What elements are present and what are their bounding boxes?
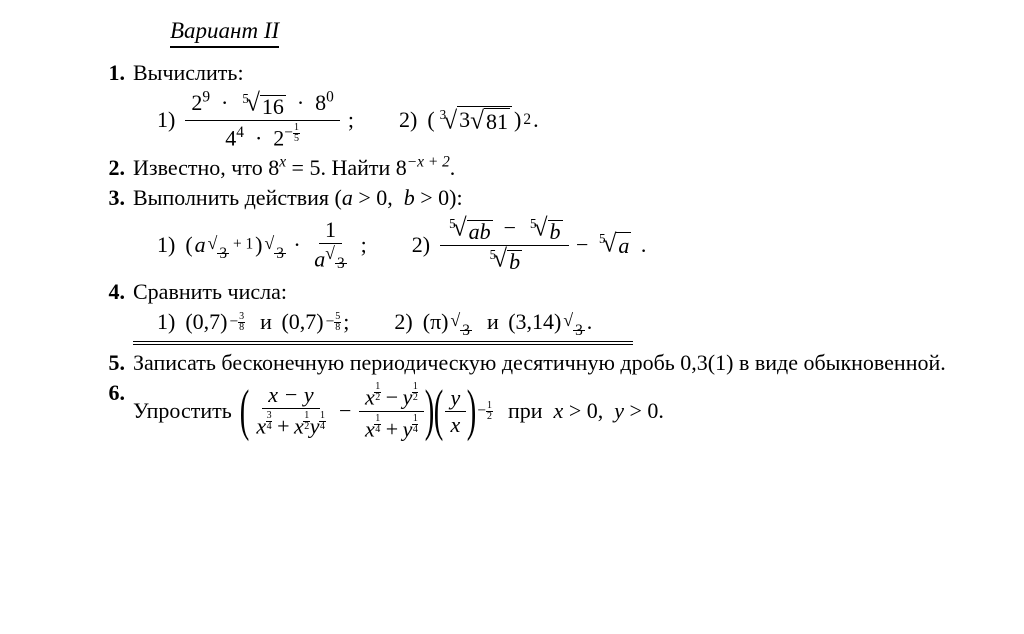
math-expression: Упростить ( x − y x34 + x12y14 − x12 −: [133, 380, 664, 442]
math-expression: (3√3√81)2 .: [427, 106, 538, 135]
problem-prompt: Сравнить числа:: [133, 279, 994, 305]
subproblem-row: 1) (0,7)−38 и (0,7)−58 ; 2) (π)√3 и (3,1…: [133, 309, 994, 335]
subproblem-1-1: 1) 29 · 5√16 · 80 44: [157, 90, 354, 151]
subproblem-3-2: 2) 5√ab − 5√b 5√b −: [412, 215, 647, 275]
problem-number: 1.: [95, 60, 133, 86]
problem-2: 2. Известно, что 8x = 5. Найти 8−x + 2.: [95, 155, 994, 181]
math-expression: 5√ab − 5√b 5√b − 5√a .: [440, 215, 646, 275]
subproblem-3-1: 1) (a√3 + 1)√3 · 1 a√3 ;: [157, 217, 367, 273]
problem-4: 4. Сравнить числа: 1) (0,7)−38 и (0,7)−5…: [95, 279, 994, 335]
sub-label: 2): [399, 107, 421, 133]
problem-number: 3.: [95, 185, 133, 211]
sub-label: 1): [157, 107, 179, 133]
problem-3: 3. Выполнить действия (a > 0, b > 0): 1)…: [95, 185, 994, 275]
subproblem-1-2: 2) (3√3√81)2 .: [399, 106, 539, 135]
problem-body: Вычислить: 1) 29 · 5√16 · 80: [133, 60, 994, 151]
subproblem-row: 1) (a√3 + 1)√3 · 1 a√3 ; 2): [133, 215, 994, 275]
problem-number: 4.: [95, 279, 133, 305]
math-expression: (π)√3 и (3,14)√3 .: [423, 309, 593, 335]
double-rule-divider: [133, 341, 633, 342]
problem-5: 5. Записать бесконечную периодическую де…: [95, 350, 994, 376]
problem-6: 6. Упростить ( x − y x34 + x12y14 − x12: [95, 380, 994, 442]
math-expression: (0,7)−38 и (0,7)−58 ;: [185, 309, 349, 335]
problem-body: Известно, что 8x = 5. Найти 8−x + 2.: [133, 155, 994, 181]
sub-label: 1): [157, 309, 179, 335]
problem-number: 6.: [95, 380, 133, 406]
subproblem-4-1: 1) (0,7)−38 и (0,7)−58 ;: [157, 309, 349, 335]
variant-title: Вариант II: [170, 18, 279, 48]
math-expression: 29 · 5√16 · 80 44 · 2−15: [185, 90, 354, 151]
problem-prompt: Вычислить:: [133, 60, 994, 86]
condition-text: при x > 0, y > 0.: [508, 398, 664, 424]
problem-number: 5.: [95, 350, 133, 376]
sub-label: 2): [394, 309, 416, 335]
problem-prompt: Выполнить действия (a > 0, b > 0):: [133, 185, 994, 211]
problem-body: Сравнить числа: 1) (0,7)−38 и (0,7)−58 ;…: [133, 279, 994, 335]
sub-label: 2): [412, 232, 434, 258]
math-expression: (a√3 + 1)√3 · 1 a√3 ;: [185, 217, 366, 273]
sub-label: 1): [157, 232, 179, 258]
problem-body: Записать бесконечную периодическую десят…: [133, 350, 994, 376]
subproblem-4-2: 2) (π)√3 и (3,14)√3 .: [394, 309, 592, 335]
subproblem-row: 1) 29 · 5√16 · 80 44: [133, 90, 994, 151]
worksheet-page: Вариант II 1. Вычислить: 1) 29 · 5√16 ·: [0, 0, 1024, 456]
problem-1: 1. Вычислить: 1) 29 · 5√16 · 80: [95, 60, 994, 151]
problem-number: 2.: [95, 155, 133, 181]
problem-body: Упростить ( x − y x34 + x12y14 − x12 −: [133, 380, 994, 442]
problem-body: Выполнить действия (a > 0, b > 0): 1) (a…: [133, 185, 994, 275]
